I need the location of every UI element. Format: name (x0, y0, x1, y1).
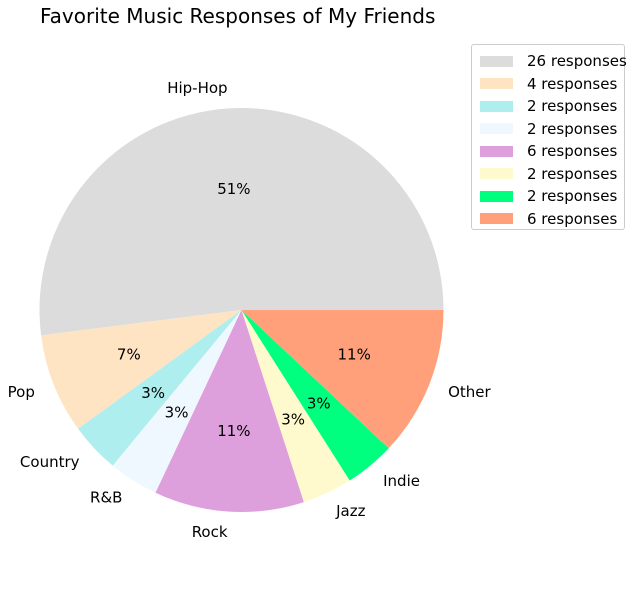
legend-label: 4 responses (527, 75, 617, 93)
legend-item: 26 responses (480, 51, 627, 71)
legend-label: 26 responses (527, 52, 627, 70)
legend-item: 6 responses (480, 209, 617, 229)
percent-label: 51% (217, 180, 250, 198)
percent-label: 11% (338, 346, 371, 364)
legend-swatch (480, 78, 513, 89)
pie-slices (39, 108, 443, 512)
percent-label: 3% (141, 384, 165, 402)
slice-label: Rock (192, 523, 228, 541)
legend-swatch (480, 191, 513, 202)
pie-slice (39, 108, 443, 335)
slice-label: Hip-Hop (167, 79, 227, 97)
percent-label: 3% (281, 411, 305, 429)
slice-label: Other (448, 383, 491, 401)
legend-label: 6 responses (527, 210, 617, 228)
legend-swatch (480, 146, 513, 157)
legend-item: 2 responses (480, 164, 617, 184)
percent-label: 7% (117, 346, 141, 364)
legend-swatch (480, 168, 513, 179)
slice-label: Jazz (335, 502, 365, 520)
percent-label: 11% (217, 422, 250, 440)
legend-swatch (480, 56, 513, 67)
legend-item: 2 responses (480, 96, 617, 116)
legend-item: 4 responses (480, 74, 617, 94)
legend-label: 2 responses (527, 165, 617, 183)
slice-label: Pop (8, 383, 35, 401)
legend-swatch (480, 213, 513, 224)
slice-label: Indie (383, 472, 420, 490)
percent-label: 3% (307, 394, 331, 412)
legend-label: 2 responses (527, 97, 617, 115)
legend-item: 2 responses (480, 119, 617, 139)
legend: 26 responses 4 responses 2 responses 2 resp… (471, 44, 625, 230)
legend-swatch (480, 123, 513, 134)
legend-label: 2 responses (527, 187, 617, 205)
slice-label: Country (20, 453, 80, 471)
legend-swatch (480, 101, 513, 112)
legend-item: 6 responses (480, 141, 617, 161)
slice-label: R&B (90, 489, 122, 507)
legend-label: 6 responses (527, 142, 617, 160)
legend-label: 2 responses (527, 120, 617, 138)
percent-label: 3% (165, 403, 189, 421)
legend-item: 2 responses (480, 186, 617, 206)
